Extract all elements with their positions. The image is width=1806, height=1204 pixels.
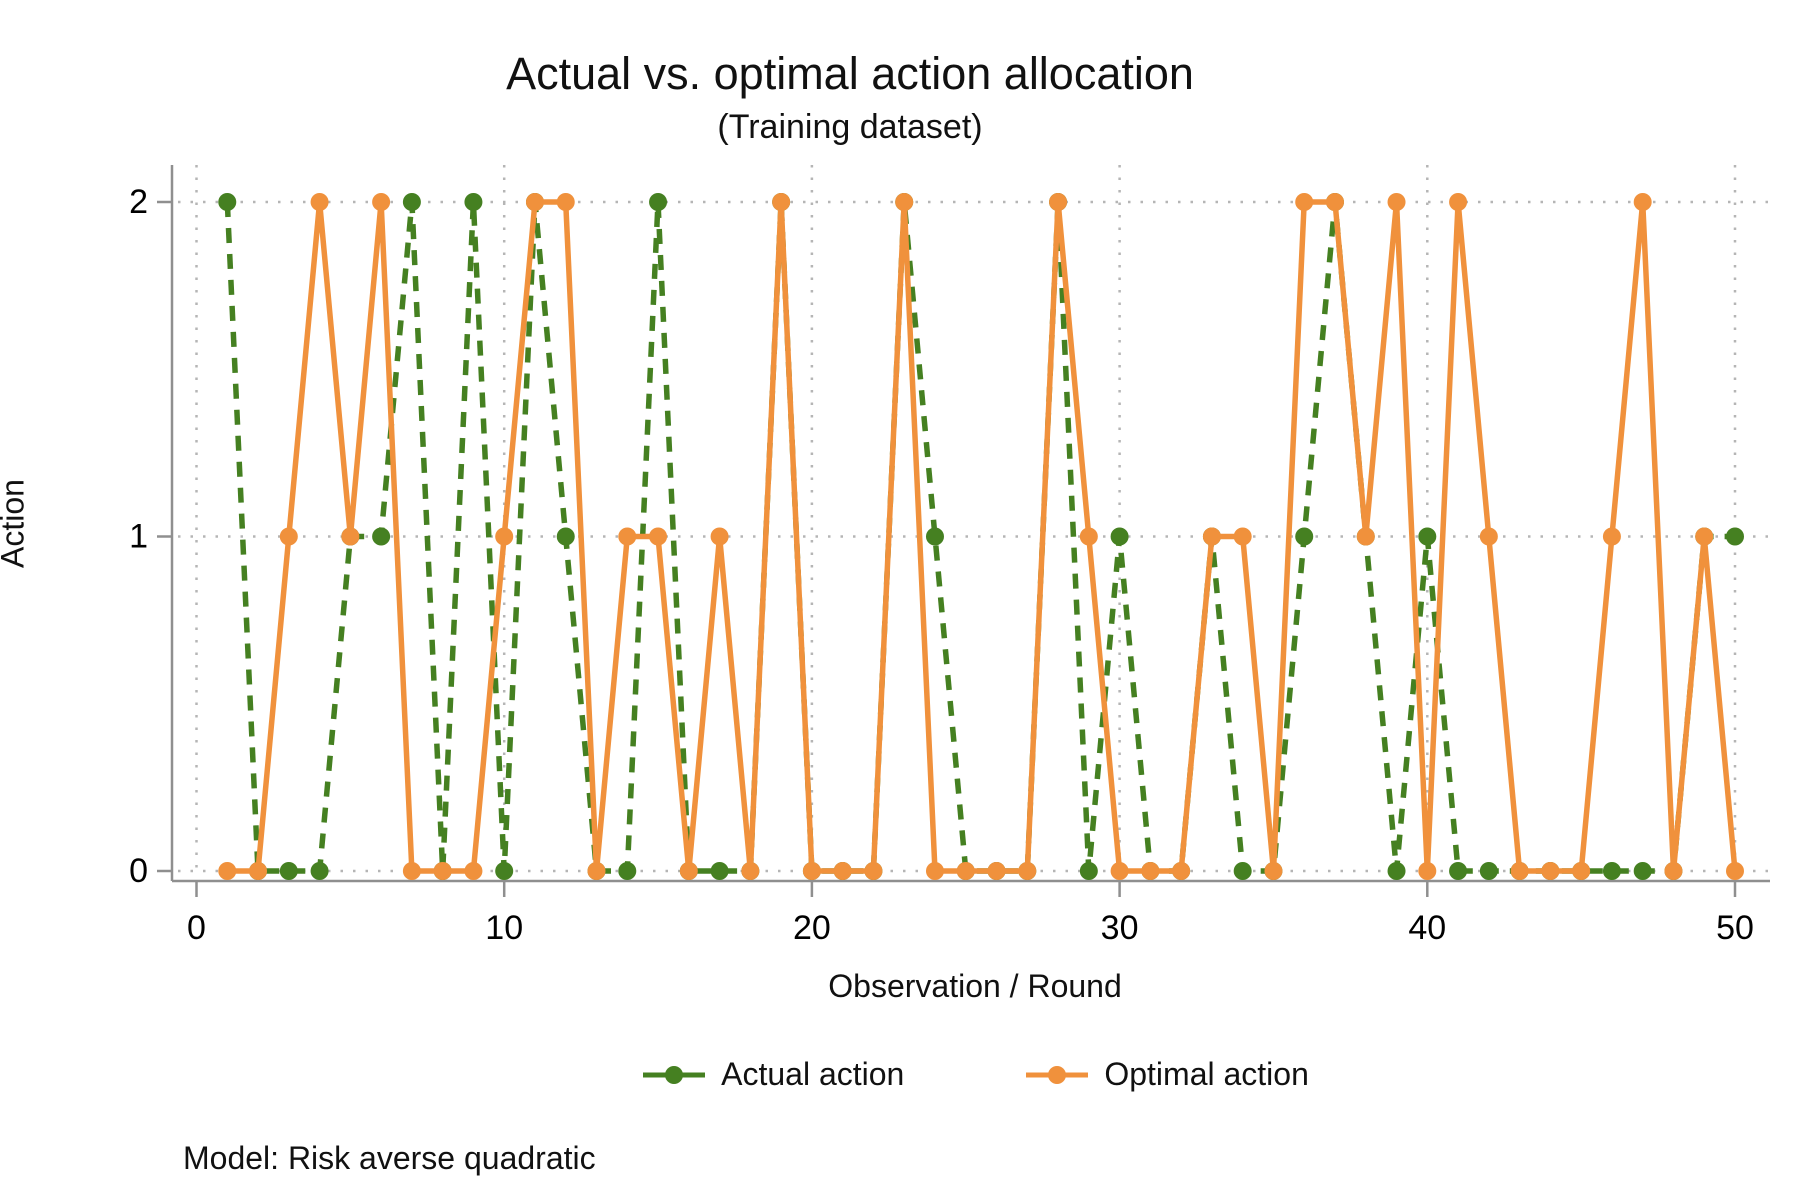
- optimal-action-point: [802, 862, 821, 880]
- optimal-action-point: [1449, 193, 1468, 211]
- x-axis-label: Observation / Round: [828, 968, 1122, 1004]
- optimal-action-point: [587, 862, 606, 880]
- optimal-action-point: [925, 862, 944, 880]
- optimal-action-point: [710, 527, 729, 546]
- optimal-action-point: [956, 862, 975, 880]
- actual-action-point: [402, 193, 421, 211]
- optimal-action-point: [1633, 193, 1652, 211]
- actual-line-marker-icon: [643, 1065, 706, 1084]
- legend-entry-optimal: Optimal action: [1024, 1056, 1309, 1093]
- optimal-action-point: [1264, 862, 1283, 880]
- actual-action-point: [925, 527, 944, 546]
- optimal-action-point: [1325, 193, 1344, 211]
- optimal-action-point: [1418, 862, 1437, 880]
- y-tick-label: 1: [129, 518, 148, 556]
- model-footnote: Model: Risk averse quadratic: [183, 1140, 596, 1176]
- optimal-action-point: [1141, 862, 1160, 880]
- actual-action-point: [1295, 527, 1314, 546]
- optimal-action-point: [1510, 862, 1529, 880]
- optimal-action-point: [218, 862, 237, 880]
- optimal-action-point: [741, 862, 760, 880]
- optimal-action-point: [556, 193, 575, 211]
- optimal-action-point: [1572, 862, 1591, 880]
- x-tick-label: 50: [1716, 909, 1754, 947]
- x-tick-label: 30: [1101, 909, 1139, 947]
- optimal-action-point: [1079, 527, 1098, 546]
- actual-action-point: [710, 862, 729, 880]
- optimal-action-line: [227, 199, 1738, 874]
- optimal-action-point: [1387, 193, 1406, 211]
- actual-action-point: [1110, 527, 1129, 546]
- optimal-action-point: [679, 862, 698, 880]
- legend: Actual action Optimal action: [0, 1056, 1806, 1093]
- actual-action-point: [1602, 862, 1621, 880]
- x-tick-label: 20: [793, 909, 831, 947]
- chart-title: Actual vs. optimal action allocation: [506, 48, 1194, 99]
- optimal-action-point: [772, 193, 791, 211]
- y-axis-label: Action: [0, 479, 31, 568]
- optimal-line-marker-icon: [1026, 1065, 1089, 1084]
- actual-action-point: [279, 862, 298, 880]
- actual-action-point: [218, 193, 237, 211]
- optimal-action-point: [833, 862, 852, 880]
- optimal-action-point: [1479, 527, 1498, 546]
- optimal-action-point: [1356, 527, 1375, 546]
- optimal-action-point: [310, 193, 329, 211]
- optimal-action-point: [895, 193, 914, 211]
- actual-action-point: [1079, 862, 1098, 880]
- optimal-action-point: [1726, 862, 1744, 880]
- x-tick-label: 40: [1408, 909, 1446, 947]
- optimal-action-point: [1202, 527, 1221, 546]
- optimal-action-point: [1541, 862, 1560, 880]
- optimal-action-point: [249, 862, 268, 880]
- optimal-action-point: [987, 862, 1006, 880]
- optimal-action-point: [1664, 862, 1683, 880]
- actual-action-point: [1726, 527, 1744, 546]
- optimal-action-point: [372, 193, 391, 211]
- optimal-action-point: [279, 527, 298, 546]
- legend-entry-actual: Actual action: [641, 1056, 904, 1093]
- actual-action-point: [649, 193, 668, 211]
- chart-subtitle: (Training dataset): [717, 108, 983, 146]
- actual-action-point: [464, 193, 483, 211]
- optimal-action-point: [618, 527, 637, 546]
- optimal-action-point: [1695, 527, 1714, 546]
- actual-action-point: [1479, 862, 1498, 880]
- actual-action-point: [1418, 527, 1437, 546]
- legend-label-actual: Actual action: [721, 1056, 905, 1092]
- optimal-action-point: [1110, 862, 1129, 880]
- actual-action-point: [1233, 862, 1252, 880]
- optimal-action-point: [402, 862, 421, 880]
- actual-action-point: [1449, 862, 1468, 880]
- optimal-action-point: [649, 527, 668, 546]
- actual-action-point: [1387, 862, 1406, 880]
- optimal-action-point: [341, 527, 360, 546]
- x-tick-label: 10: [485, 909, 523, 947]
- actual-action-point: [556, 527, 575, 546]
- actual-action-point: [618, 862, 637, 880]
- optimal-action-point: [1602, 527, 1621, 546]
- x-tick-label: 0: [187, 909, 206, 947]
- actual-action-point: [310, 862, 329, 880]
- optimal-action-point: [1018, 862, 1037, 880]
- legend-label-optimal: Optimal action: [1104, 1056, 1309, 1092]
- optimal-action-point: [495, 527, 514, 546]
- actual-action-point: [1633, 862, 1652, 880]
- y-tick-label: 0: [129, 852, 148, 890]
- optimal-action-point: [433, 862, 452, 880]
- optimal-action-point: [464, 862, 483, 880]
- y-tick-label: 2: [129, 183, 148, 221]
- actual-action-point: [372, 527, 391, 546]
- actual-action-point: [495, 862, 514, 880]
- optimal-action-point: [864, 862, 883, 880]
- optimal-action-point: [1295, 193, 1314, 211]
- optimal-action-point: [1049, 193, 1068, 211]
- optimal-action-point: [1172, 862, 1191, 880]
- optimal-action-point: [1233, 527, 1252, 546]
- optimal-action-point: [525, 193, 544, 211]
